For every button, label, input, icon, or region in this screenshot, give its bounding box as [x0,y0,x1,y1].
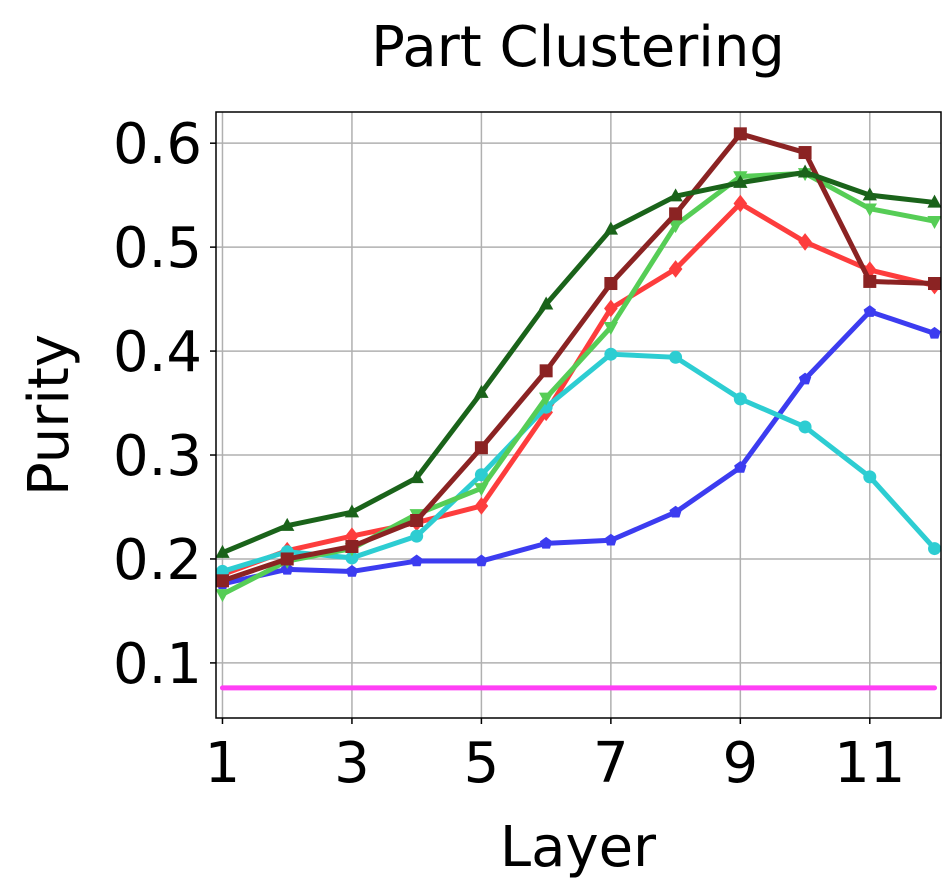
data-point [474,497,489,515]
x-axis-label: Layer [500,815,657,880]
data-point [410,529,424,543]
y-axis-label: Purity [17,334,82,496]
data-point [733,194,748,213]
data-point [280,552,294,566]
data-point [345,551,359,565]
data-point [668,260,683,278]
data-point [409,470,424,484]
data-point [733,174,748,188]
data-point [539,364,553,378]
data-point [668,220,683,234]
y-tick-label: 0.4 [113,320,202,385]
data-point [539,536,553,549]
x-tick-label: 1 [205,731,241,796]
x-tick-label: 3 [334,731,370,796]
data-point [798,372,812,385]
data-point [669,505,682,518]
data-point [927,194,942,208]
data-point [604,533,618,546]
series-line [219,169,938,556]
y-tick-label: 0.1 [113,632,202,697]
data-point [862,187,877,201]
y-tick-label: 0.3 [113,424,202,489]
data-point [603,221,619,235]
data-point [797,164,813,178]
y-tick-label: 0.2 [113,528,202,593]
data-point [798,233,812,251]
data-point [734,460,747,473]
data-point [927,215,942,229]
data-point [798,420,812,434]
data-point [862,203,877,217]
data-point [604,299,618,318]
x-axis-ticks: 1 3 5 7 9 11 [205,718,905,796]
data-point [345,539,359,553]
data-point [928,326,941,339]
data-point [733,392,747,406]
plot-frame [215,111,942,719]
data-point [798,146,812,160]
chart-title: Part Clustering [371,15,785,80]
data-point [669,207,683,221]
data-point [280,517,295,531]
data-point [863,305,876,317]
data-point [603,321,619,335]
series-line [219,309,938,587]
y-axis-ticks: 0.1 0.2 0.3 0.4 0.5 0.6 [113,112,216,697]
data-point [474,441,488,455]
y-tick-label: 0.6 [113,112,202,177]
data-point [474,483,489,497]
series-layer [215,127,942,691]
x-tick-label: 7 [593,731,629,796]
data-point [538,392,554,406]
data-point [215,574,229,588]
series-1 [216,305,941,590]
series-4 [215,168,942,603]
data-point [475,554,488,567]
data-point [474,468,488,482]
data-point [863,274,877,288]
data-point [474,384,489,398]
series-line [219,351,938,574]
series-2 [215,194,942,584]
data-point [928,277,942,291]
data-point [668,188,683,202]
data-point [215,544,230,558]
data-point [215,589,230,603]
series-3 [215,347,942,578]
data-point [538,296,554,310]
data-point [733,127,747,141]
data-point [410,514,424,528]
data-point [863,470,877,484]
x-tick-label: 11 [834,731,905,796]
x-tick-label: 9 [723,731,759,796]
x-tick-label: 5 [464,731,500,796]
data-point [604,277,618,291]
data-point [410,554,423,567]
data-point [604,347,618,361]
y-tick-label: 0.5 [113,216,202,281]
data-point [345,564,359,577]
data-point [344,504,360,518]
series-6 [215,164,942,558]
data-point [669,350,683,364]
data-point [928,542,942,556]
